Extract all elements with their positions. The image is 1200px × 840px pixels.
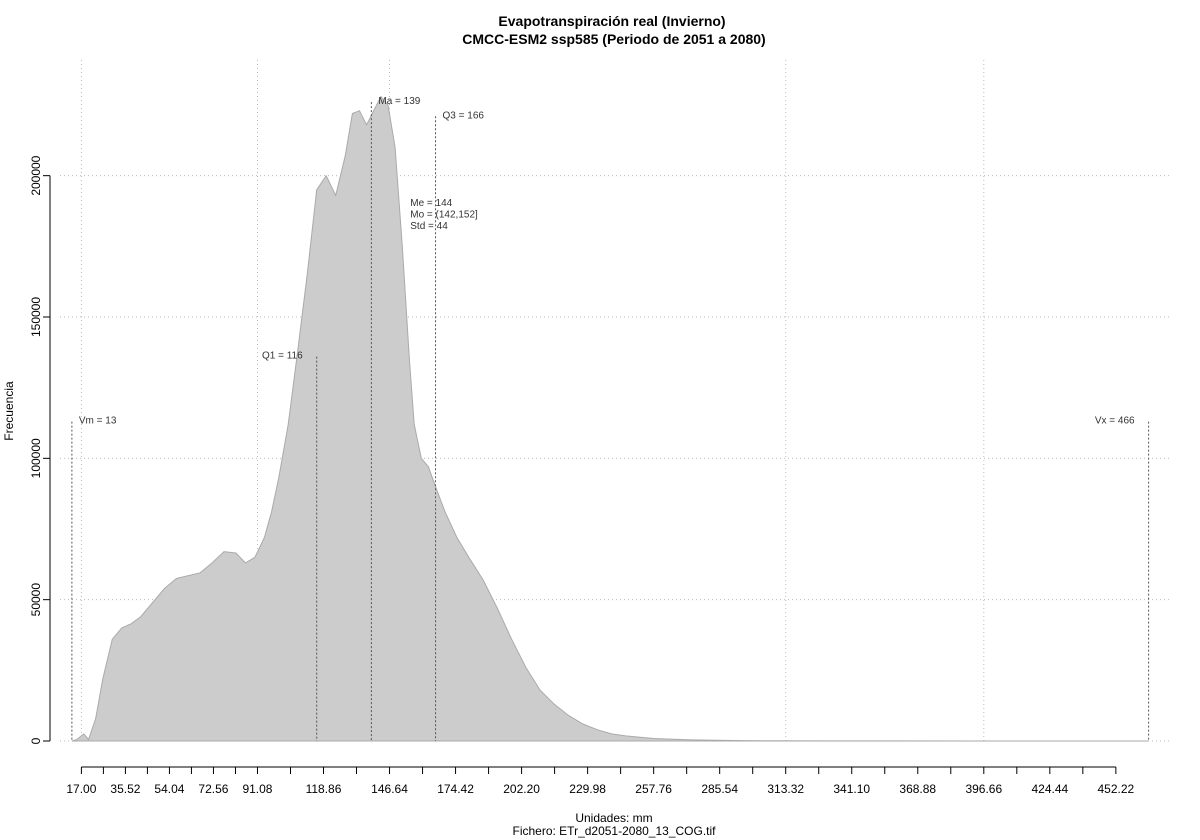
x-axis: 17.00 35.52 54.04 72.56 91.08 118.86 146.64 174… [66, 766, 1135, 796]
x-tick-label: 17.00 [66, 782, 96, 796]
density-polygon [71, 95, 1149, 742]
x-tick-label: 285.54 [701, 782, 738, 796]
annotation-label: Vx = 466 [1095, 416, 1135, 427]
y-tick-label: 0 [29, 737, 43, 744]
annotation-label: Ma = 139 [378, 96, 420, 107]
x-tick-label: 396.66 [965, 782, 1002, 796]
x-tick-label: 368.88 [899, 782, 936, 796]
x-tick-label: 35.52 [110, 782, 140, 796]
x-tick-label: 313.32 [767, 782, 804, 796]
x-tick-label: 174.42 [437, 782, 474, 796]
stat-label: Mo = (142,152] [410, 210, 478, 221]
y-tick-label: 200000 [29, 155, 43, 195]
annotation-label: Q1 = 116 [262, 351, 303, 362]
annotations: Vm = 13 Q1 = 116 Ma = 139 Q3 = 166 Vx = 466 M… [71, 96, 1150, 741]
y-tick-label: 50000 [29, 583, 43, 617]
x-tick-label: 341.10 [833, 782, 870, 796]
x-tick-label: 118.86 [306, 782, 342, 796]
x-tick-label: 146.64 [371, 782, 408, 796]
x-tick-label: 229.98 [569, 782, 606, 796]
x-tick-label: 424.44 [1031, 782, 1068, 796]
chart-subtitle: CMCC-ESM2 ssp585 (Periodo de 2051 a 2080… [462, 31, 765, 47]
stat-label: Std = 44 [410, 221, 448, 232]
x-axis-label: Unidades: mm [575, 811, 652, 825]
annotation-label: Vm = 13 [79, 416, 117, 427]
x-tick-label: 72.56 [198, 782, 228, 796]
y-axis: 0 50000 100000 150000 200000 [29, 155, 51, 744]
file-footer: Fichero: ETr_d2051-2080_13_COG.tif [513, 824, 717, 838]
density-area [71, 95, 1149, 742]
y-axis-label: Frecuencia [2, 381, 16, 441]
annotation-label: Q3 = 166 [443, 110, 485, 121]
y-tick-label: 100000 [29, 438, 43, 478]
x-tick-label: 202.20 [503, 782, 540, 796]
x-tick-label: 452.22 [1098, 782, 1135, 796]
x-tick-label: 91.08 [242, 782, 272, 796]
x-tick-label: 257.76 [635, 782, 672, 796]
chart-title: Evapotranspiración real (Invierno) [498, 13, 725, 29]
y-tick-label: 150000 [29, 297, 43, 337]
x-tick-label: 54.04 [154, 782, 184, 796]
stat-label: Me = 144 [410, 198, 452, 209]
